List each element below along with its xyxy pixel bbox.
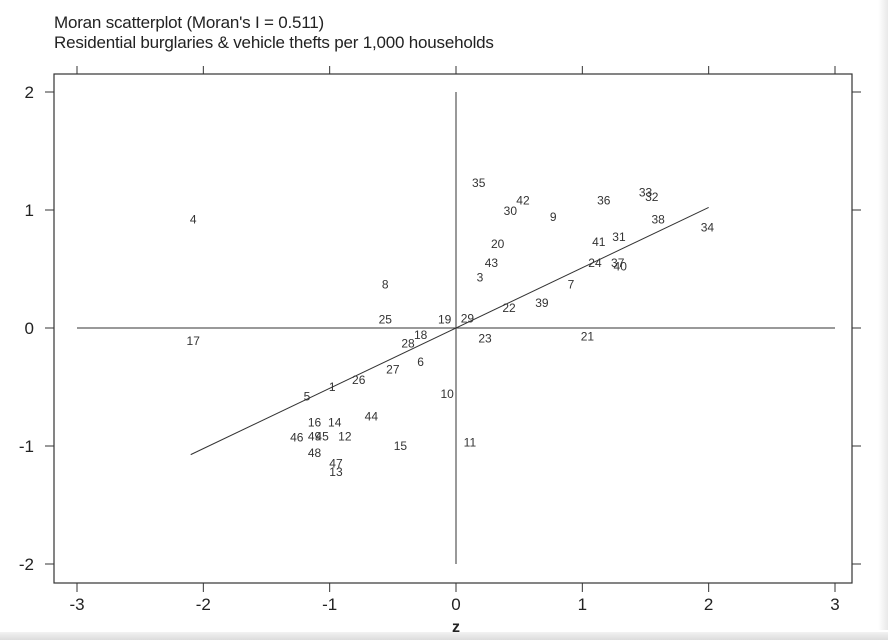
x-tick-label: 3 xyxy=(830,595,839,614)
point-label: 41 xyxy=(592,235,606,249)
y-tick-label: 1 xyxy=(25,201,34,220)
chart-title: Moran scatterplot (Moran's I = 0.511) xyxy=(54,13,325,32)
regression-line xyxy=(190,206,709,456)
point-label: 9 xyxy=(550,210,557,224)
point-label: 10 xyxy=(440,387,454,401)
window-bottom-edge xyxy=(0,632,888,640)
x-axis-label: z xyxy=(452,619,460,636)
point-label: 37 xyxy=(611,256,625,270)
point-label: 26 xyxy=(352,373,366,387)
point-label: 13 xyxy=(329,465,343,479)
point-label: 25 xyxy=(379,313,393,327)
x-tick-label: 2 xyxy=(704,595,713,614)
point-label: 40 xyxy=(614,260,628,274)
point-label: 12 xyxy=(338,430,352,444)
point-label: 21 xyxy=(581,329,595,343)
point-label: 45 xyxy=(315,430,329,444)
x-tick-label: -1 xyxy=(322,595,337,614)
point-label: 30 xyxy=(504,204,518,218)
y-tick-label: -1 xyxy=(19,437,34,456)
point-label: 17 xyxy=(187,334,201,348)
point-label: 44 xyxy=(365,410,379,424)
point-label: 3 xyxy=(477,270,484,284)
y-tick-label: -2 xyxy=(19,555,34,574)
point-label: 32 xyxy=(645,190,659,204)
x-tick-label: -3 xyxy=(69,595,84,614)
point-label: 42 xyxy=(516,194,530,208)
point-label: 24 xyxy=(588,256,602,270)
point-label: 16 xyxy=(308,415,322,429)
x-tick-label: 0 xyxy=(451,595,460,614)
point-label: 22 xyxy=(502,301,516,315)
point-label: 33 xyxy=(639,185,653,199)
point-label: 1 xyxy=(329,380,336,394)
point-label: 31 xyxy=(612,230,626,244)
chart-subtitle: Residential burglaries & vehicle thefts … xyxy=(54,33,494,52)
point-label: 14 xyxy=(328,415,342,429)
window-right-edge xyxy=(878,0,888,630)
point-label: 46 xyxy=(290,431,304,445)
point-label: 6 xyxy=(417,355,424,369)
x-tick-label: 1 xyxy=(578,595,587,614)
point-label: 38 xyxy=(651,212,665,226)
point-label: 48 xyxy=(308,446,322,460)
point-label: 39 xyxy=(535,296,549,310)
point-label: 18 xyxy=(414,328,428,342)
y-tick-label: 2 xyxy=(25,83,34,102)
point-label: 43 xyxy=(485,256,499,270)
point-label: 49 xyxy=(308,430,322,444)
point-label: 8 xyxy=(382,277,389,291)
point-label: 34 xyxy=(701,221,715,235)
x-tick-label: -2 xyxy=(196,595,211,614)
point-label: 7 xyxy=(568,277,575,291)
point-label: 35 xyxy=(472,176,486,190)
point-label: 11 xyxy=(464,435,477,449)
point-label: 27 xyxy=(386,362,400,376)
point-label: 4 xyxy=(190,212,197,226)
point-label: 19 xyxy=(438,313,452,327)
point-label: 36 xyxy=(597,194,611,208)
y-tick-label: 0 xyxy=(25,319,34,338)
point-label: 47 xyxy=(329,457,343,471)
point-label: 15 xyxy=(394,439,408,453)
point-label: 20 xyxy=(491,237,505,251)
point-label: 28 xyxy=(401,336,415,350)
point-label: 23 xyxy=(478,332,492,346)
point-label: 29 xyxy=(461,312,475,326)
point-label: 5 xyxy=(304,389,311,403)
